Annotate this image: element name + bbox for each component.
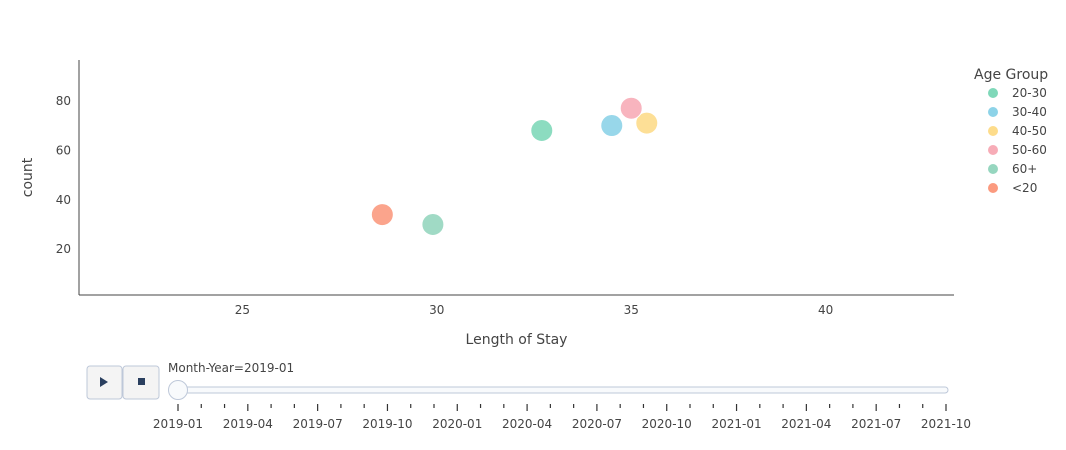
data-point-lt20[interactable] [370, 203, 394, 227]
x-tick-label: 40 [818, 303, 833, 317]
legend-item[interactable]: 40-50 [988, 124, 1047, 138]
x-tick-label: 35 [624, 303, 639, 317]
legend-item[interactable]: 30-40 [988, 105, 1047, 119]
legend-items: 20-30 30-40 40-50 50-60 60+ <20 [988, 86, 1047, 195]
x-tick-label: 30 [429, 303, 444, 317]
y-axis-title: count [20, 157, 36, 197]
legend-label: <20 [1012, 181, 1037, 195]
data-point-60plus[interactable] [421, 213, 445, 236]
legend-marker [988, 183, 998, 193]
data-point-50-60[interactable] [619, 96, 643, 120]
slider-tick-label: 2021-07 [851, 417, 901, 431]
slider-handle[interactable] [168, 380, 188, 400]
slider-tick-label: 2019-04 [223, 417, 273, 431]
play-icon [100, 377, 108, 387]
slider-current-value: Month-Year=2019-01 [168, 361, 294, 375]
x-tick-label: 25 [235, 303, 250, 317]
legend-marker [988, 88, 998, 98]
legend-marker [988, 145, 998, 155]
slider-tick-label: 2021-04 [781, 417, 831, 431]
slider-tick-label: 2019-07 [293, 417, 343, 431]
legend-label: 60+ [1012, 162, 1037, 176]
data-point-40-50[interactable] [635, 111, 659, 135]
x-axis-title: Length of Stay [466, 332, 568, 348]
slider-tick-label: 2020-01 [432, 417, 482, 431]
y-tick-label: 60 [56, 143, 71, 157]
slider-tick-label: 2020-10 [642, 417, 692, 431]
y-axis-ticks: 20 40 60 80 [56, 94, 71, 256]
x-axis-ticks: 25 30 35 40 [235, 303, 834, 317]
legend-marker [988, 164, 998, 174]
animation-controls [86, 365, 160, 400]
legend-label: 50-60 [1012, 143, 1047, 157]
y-tick-label: 40 [56, 193, 71, 207]
stop-button[interactable] [122, 365, 160, 400]
legend-label: 40-50 [1012, 124, 1047, 138]
stop-icon [138, 378, 145, 385]
slider-rail[interactable] [169, 386, 949, 394]
legend-item[interactable]: <20 [988, 181, 1037, 195]
slider-tick-label: 2021-01 [711, 417, 761, 431]
y-tick-label: 20 [56, 242, 71, 256]
slider-tick-label: 2019-01 [153, 417, 203, 431]
slider-tick-label: 2020-07 [572, 417, 622, 431]
month-year-slider: Month-Year=2019-01 2019-01 2019-04 2019-07… [153, 361, 971, 431]
legend-label: 20-30 [1012, 86, 1047, 100]
legend-marker [988, 126, 998, 136]
play-button[interactable] [86, 365, 123, 400]
slider-tick-label: 2020-04 [502, 417, 552, 431]
slider-tick-label: 2021-10 [921, 417, 971, 431]
legend-item[interactable]: 20-30 [988, 86, 1047, 100]
legend-item[interactable]: 60+ [988, 162, 1037, 176]
slider-tick-label: 2019-10 [362, 417, 412, 431]
data-point-30-40[interactable] [600, 114, 624, 138]
scatter-markers [370, 96, 659, 236]
legend-item[interactable]: 50-60 [988, 143, 1047, 157]
plot-area: 25 30 35 40 20 40 60 80 Length of Stay count [20, 60, 954, 348]
y-tick-label: 80 [56, 94, 71, 108]
legend-label: 30-40 [1012, 105, 1047, 119]
legend-marker [988, 107, 998, 117]
legend-title: Age Group [974, 67, 1048, 83]
data-point-20-30[interactable] [530, 119, 554, 142]
legend: Age Group 20-30 30-40 40-50 50-60 60+ <20 [974, 67, 1048, 195]
slider-ticks: 2019-01 2019-04 2019-07 2019-10 2020-01 2020-… [153, 404, 971, 431]
